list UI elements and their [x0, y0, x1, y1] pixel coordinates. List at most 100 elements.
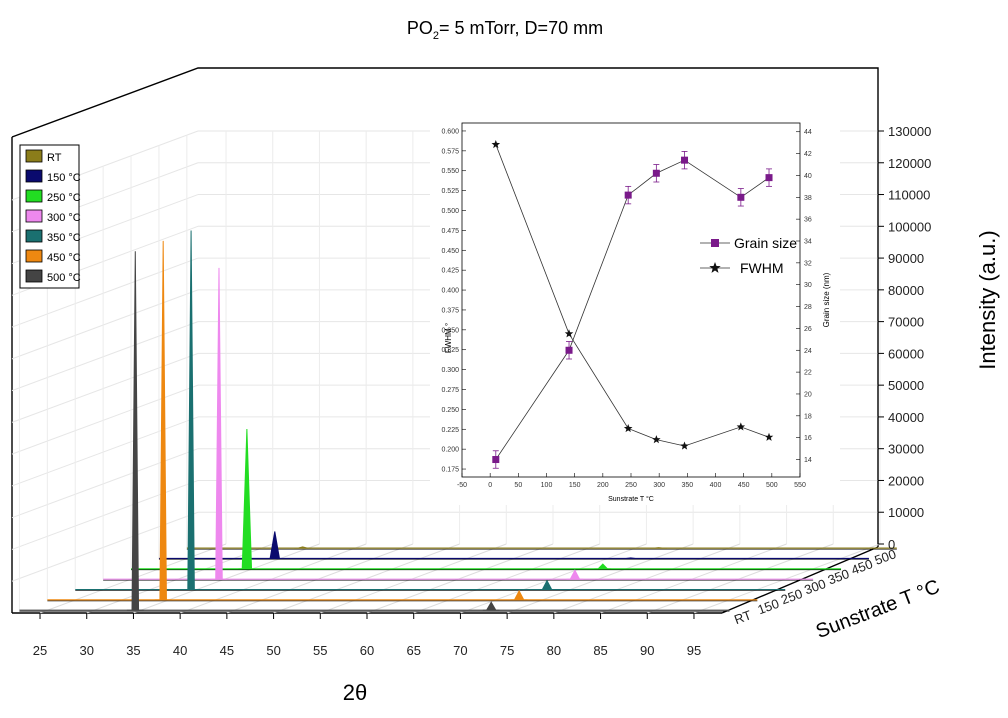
grain-size-point	[653, 170, 660, 177]
left-grid-line	[12, 512, 198, 581]
inset-yr-label: 26	[804, 326, 812, 333]
inset-yr-label: 34	[804, 239, 812, 246]
spectrum-1	[159, 531, 869, 559]
x-tick-label: 60	[360, 643, 374, 658]
x-tick-label: 80	[547, 643, 561, 658]
legend-swatch	[26, 270, 42, 282]
x-tick-label: 75	[500, 643, 514, 658]
inset-legend-grain: Grain size	[734, 235, 797, 251]
inset-yr-label: 44	[804, 129, 812, 136]
x-tick-label: 90	[640, 643, 654, 658]
legend-label: 350 °C	[47, 232, 81, 244]
inset-x-label: -50	[457, 482, 467, 489]
z-tick-label: 150	[756, 596, 782, 618]
inset-legend-fwhm: FWHM	[740, 260, 784, 276]
inset-yr-label: 20	[804, 391, 812, 398]
z-tick-label: RT	[732, 607, 753, 627]
inset-yl-label: 0.425	[441, 268, 459, 275]
y-tick-label: 130000	[888, 124, 931, 139]
y-tick-label: 110000	[888, 188, 930, 203]
legend-label: RT	[47, 152, 62, 164]
floor-grid-line	[647, 544, 833, 613]
legend-label: 450 °C	[47, 252, 81, 264]
left-grid-line	[12, 449, 198, 518]
inset-yl-label: 0.250	[441, 407, 459, 414]
chart-title: PO2= 5 mTorr, D=70 mm	[407, 18, 603, 42]
inset-yr-label: 40	[804, 173, 812, 180]
inset-yr-label: 18	[804, 413, 812, 420]
inset-yl-label: 0.175	[441, 467, 459, 474]
grain-size-point	[737, 194, 744, 201]
inset-yr-label: 14	[804, 457, 812, 464]
y-tick-label: 20000	[888, 473, 924, 488]
inset-plot-area	[462, 123, 800, 477]
floor-grid-line	[367, 544, 553, 613]
peak-secondary	[539, 581, 556, 590]
floor-grid-line	[554, 544, 740, 613]
inset-yr-label: 16	[804, 435, 812, 442]
left-grid-line	[12, 322, 198, 391]
inset-yl-label: 0.225	[441, 427, 459, 434]
inset-x-label: 550	[794, 482, 806, 489]
chart-title-rest: = 5 mTorr, D=70 mm	[439, 18, 603, 38]
inset-chart: 0.6000.5750.5500.5250.5000.4750.4500.425…	[430, 115, 840, 505]
x-tick-label: 35	[126, 643, 140, 658]
y-tick-label: 30000	[888, 442, 924, 457]
inset-yr-label: 28	[804, 304, 812, 311]
y-tick-label: 90000	[888, 251, 924, 266]
inset-x-label: 200	[597, 482, 609, 489]
legend-label: 150 °C	[47, 172, 81, 184]
legend-swatch	[26, 170, 42, 182]
left-grid-line	[12, 480, 198, 549]
peak-main	[211, 268, 228, 579]
x-axis-label: 2θ	[343, 680, 367, 705]
y-tick-label: 10000	[888, 505, 924, 520]
inset-yr-label: 38	[804, 195, 812, 202]
y-tick-label: 60000	[888, 346, 924, 361]
x-tick-label: 85	[593, 643, 607, 658]
legend-label: 500 °C	[47, 272, 81, 284]
inset-yr-label: 36	[804, 217, 812, 224]
inset-x-label: 150	[569, 482, 581, 489]
inset-yr-label: 24	[804, 348, 812, 355]
grain-size-point	[681, 157, 688, 164]
inset-yl-label: 0.400	[441, 288, 459, 295]
floor-grid-line	[507, 544, 693, 613]
inset-y-right-label: Grain size (nm)	[822, 272, 831, 327]
inset-yl-label: 0.375	[441, 307, 459, 314]
inset-x-label: 250	[625, 482, 637, 489]
left-grid-line	[12, 417, 198, 486]
peak-main	[155, 241, 172, 600]
x-tick-label: 25	[33, 643, 47, 658]
inset-y-left-label: FWHM °	[444, 323, 453, 353]
inset-yl-label: 0.450	[441, 248, 459, 255]
legend-swatch	[26, 210, 42, 222]
peak-secondary	[594, 564, 611, 569]
peak-secondary	[567, 570, 584, 579]
left-grid-line	[12, 385, 198, 454]
y-tick-label: 100000	[888, 219, 931, 234]
peak-main	[127, 251, 144, 610]
x-tick-label: 40	[173, 643, 187, 658]
inset-yr-label: 22	[804, 370, 812, 377]
inset-yl-label: 0.200	[441, 447, 459, 454]
inset-legend-square	[711, 239, 719, 247]
y-tick-label: 50000	[888, 378, 924, 393]
y-axis-label: Intensity (a.u.)	[975, 230, 1000, 369]
inset-yr-label: 42	[804, 151, 812, 158]
inset-yl-label: 0.575	[441, 148, 459, 155]
grain-size-point	[766, 174, 773, 181]
floor-grid-line	[227, 544, 413, 613]
x-tick-label: 30	[80, 643, 94, 658]
inset-x-label: 400	[710, 482, 722, 489]
grain-size-point	[492, 456, 499, 463]
legend-label: 300 °C	[47, 212, 81, 224]
peak-main	[183, 231, 200, 590]
x-tick-label: 50	[266, 643, 280, 658]
y-tick-label: 70000	[888, 315, 924, 330]
floor-grid-line	[320, 544, 506, 613]
